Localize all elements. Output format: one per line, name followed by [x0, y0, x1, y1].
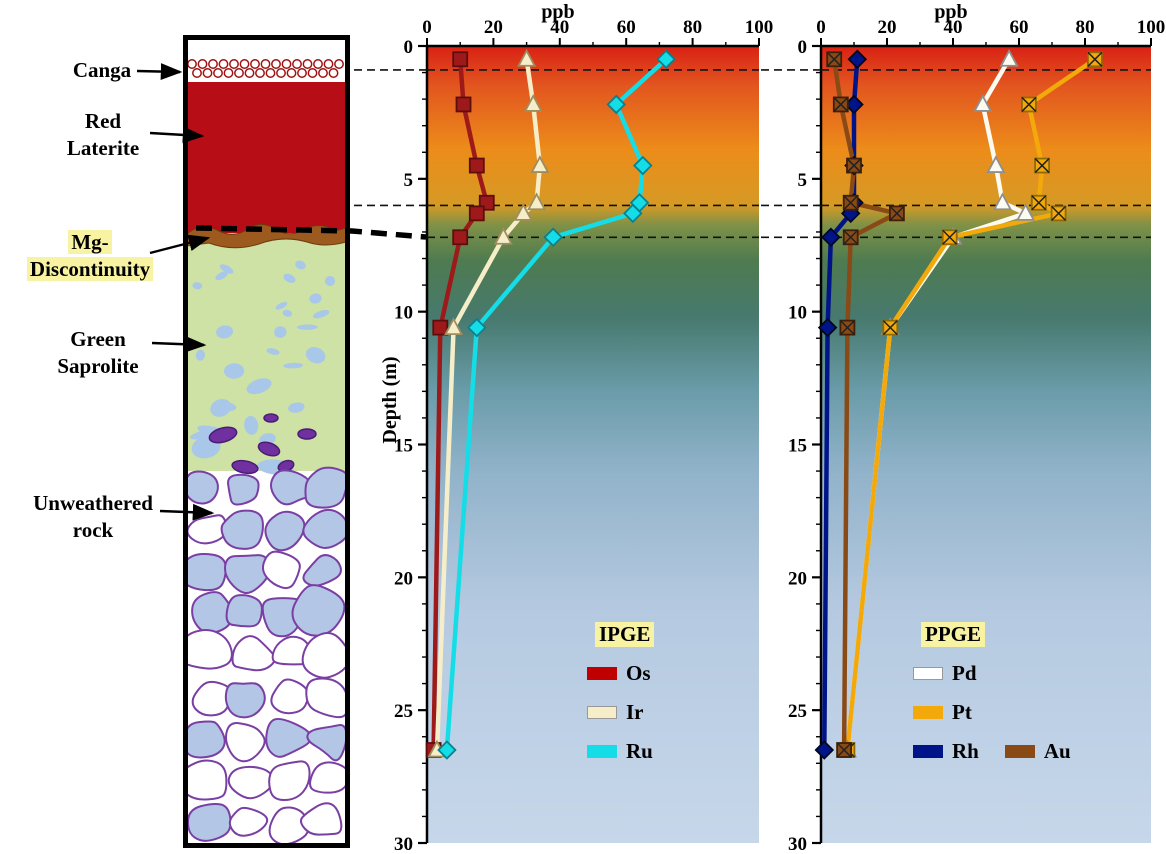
legend-row: Ir: [587, 700, 654, 725]
legend-item-ru: Ru: [587, 739, 653, 764]
ir-swatch: [587, 706, 617, 719]
legend-item-os: Os: [587, 661, 651, 686]
pd-legend-label: Pd: [952, 661, 977, 685]
svg-text:15: 15: [394, 436, 413, 457]
svg-text:0: 0: [404, 37, 414, 58]
label-canga-text: Canga: [72, 58, 132, 82]
svg-text:20: 20: [878, 17, 897, 38]
ru-swatch: [587, 745, 617, 758]
svg-text:10: 10: [394, 303, 413, 324]
ir-legend-label: Ir: [626, 700, 644, 724]
svg-text:ppb: ppb: [934, 1, 967, 23]
svg-text:80: 80: [1076, 17, 1095, 38]
svg-text:100: 100: [1137, 17, 1166, 38]
au-legend-label: Au: [1043, 739, 1071, 763]
svg-text:5: 5: [798, 170, 808, 191]
svg-text:0: 0: [816, 17, 826, 38]
legend-item-pt: Pt: [913, 700, 972, 725]
label-green-saprolite: Green Saprolite: [40, 326, 156, 381]
svg-text:20: 20: [484, 17, 503, 38]
label-mg-discontinuity: Mg- Discontinuity: [10, 229, 170, 284]
pt-swatch: [913, 706, 943, 719]
svg-text:60: 60: [617, 17, 636, 38]
pt-legend-label: Pt: [952, 700, 972, 724]
svg-text:5: 5: [404, 170, 414, 191]
ppge-legend: PPGE Pd Pt Rh Au: [913, 622, 1071, 764]
legend-item-rh: Rh: [913, 739, 979, 764]
svg-text:ppb: ppb: [541, 1, 574, 23]
rh-legend-label: Rh: [952, 739, 979, 763]
legend-row: Ru: [587, 739, 654, 764]
legend-row: Os: [587, 661, 654, 686]
au-swatch: [1004, 745, 1035, 758]
svg-text:30: 30: [788, 834, 807, 854]
svg-text:20: 20: [394, 568, 413, 589]
legend-row: Rh Au: [913, 739, 1071, 764]
legend-item-au: Au: [1004, 739, 1071, 764]
ru-legend-label: Ru: [626, 739, 653, 763]
label-green-saprolite-line1: Green: [70, 327, 126, 351]
label-canga: Canga: [62, 57, 142, 84]
pd-swatch: [913, 667, 943, 680]
label-red-laterite: Red Laterite: [50, 108, 156, 163]
svg-text:0: 0: [798, 37, 808, 58]
svg-text:15: 15: [788, 436, 807, 457]
svg-text:10: 10: [788, 303, 807, 324]
os-legend-label: Os: [626, 661, 651, 685]
svg-text:25: 25: [788, 701, 807, 722]
label-mg-line2: Discontinuity: [26, 257, 154, 282]
svg-text:Depth (m): Depth (m): [379, 356, 401, 443]
svg-text:100: 100: [745, 17, 774, 38]
label-mg-line1: Mg-: [68, 230, 112, 254]
label-red-laterite-line2: Laterite: [66, 136, 140, 161]
legend-row: Pd: [913, 661, 1071, 686]
svg-text:20: 20: [788, 568, 807, 589]
label-red-laterite-line1: Red: [84, 109, 122, 133]
ipge-legend: IPGE Os Ir Ru: [587, 622, 655, 764]
legend-item-ir: Ir: [587, 700, 644, 725]
ipge-legend-title: IPGE: [595, 622, 655, 647]
legend-row: Pt: [913, 700, 1071, 725]
os-swatch: [587, 667, 617, 680]
svg-text:60: 60: [1010, 17, 1029, 38]
label-unweathered-line1: Unweathered: [33, 491, 153, 515]
stratigraphic-column: [183, 35, 350, 848]
ppge-legend-title: PPGE: [921, 622, 985, 647]
svg-text:40: 40: [944, 17, 963, 38]
svg-text:80: 80: [683, 17, 702, 38]
svg-text:30: 30: [394, 834, 413, 854]
svg-text:25: 25: [394, 701, 413, 722]
label-green-saprolite-line2: Saprolite: [57, 354, 139, 379]
label-unweathered-line2: rock: [72, 518, 114, 543]
rh-swatch: [913, 745, 943, 758]
svg-text:40: 40: [550, 17, 569, 38]
label-unweathered-rock: Unweathered rock: [18, 490, 168, 545]
svg-text:0: 0: [422, 17, 432, 38]
legend-item-pd: Pd: [913, 661, 977, 686]
